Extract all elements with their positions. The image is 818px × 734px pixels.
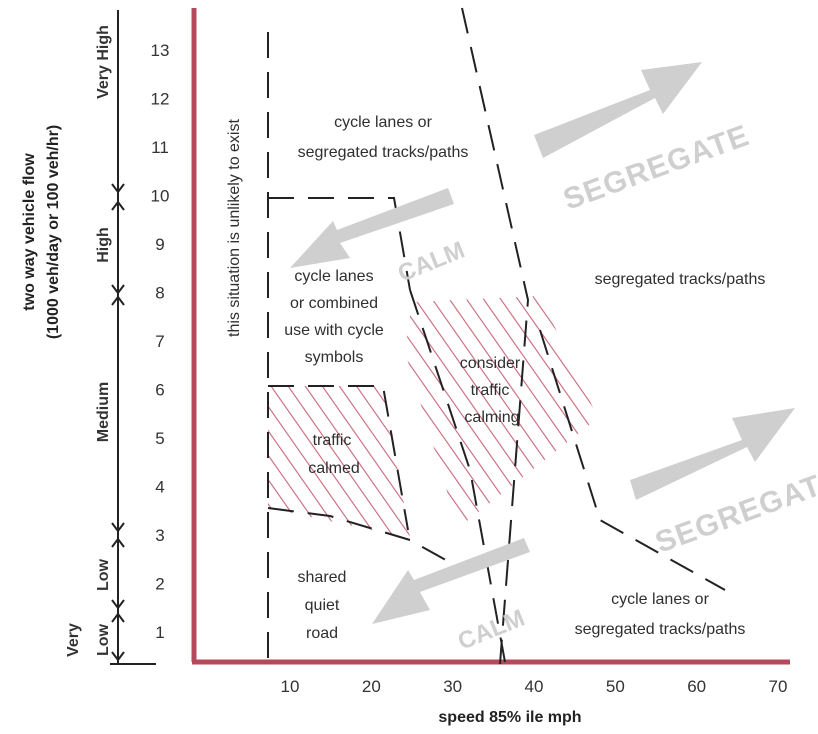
cycle-lanes-top-line2: segregated tracks/paths [298,144,469,161]
shared-road-line3: road [306,625,338,642]
calm-label-lower: CALM [454,605,528,656]
hatch-zone-consider-calming [405,296,598,528]
calm-label-upper: CALM [394,237,468,288]
combined-use-line1: cycle lanes [294,268,373,285]
band-very-high: Very High [95,25,112,99]
band-high: High [95,227,112,263]
combined-use-line4: symbols [305,349,364,366]
consider-calming-line1: consider [460,355,521,372]
combined-use-line3: use with cycle [284,322,384,339]
x-tick-label: 70 [769,677,788,696]
y-tick-label: 2 [155,575,164,594]
cycle-lanes-bottom-line2: segregated tracks/paths [575,621,746,638]
y-tick-label: 7 [155,332,164,351]
y-tick-label: 1 [155,623,164,642]
unlikely-label: this situation is unlikely to exist [226,119,243,337]
x-tick-label: 40 [525,677,544,696]
y-tick-label: 5 [155,429,164,448]
y-tick-label: 3 [155,526,164,545]
band-low: Low [95,558,112,591]
x-tick-label: 10 [281,677,300,696]
band-medium: Medium [95,382,112,442]
y-tick-label: 4 [155,478,164,497]
y-tick-label: 6 [155,381,164,400]
calm-arrow-lower [372,538,530,624]
combined-use-line2: or combined [290,295,378,312]
y-tick-label: 11 [151,138,169,157]
shared-road-line1: shared [298,569,347,586]
band-very-low-line2: Low [95,623,112,656]
y-tick-label: 13 [151,41,170,60]
calm-arrow-upper [290,188,454,268]
x-tick-label: 50 [606,677,625,696]
y-axis-title-line2: (1000 veh/day or 100 veh/hr) [45,125,62,339]
hatch-zone-traffic-calmed [268,386,410,538]
traffic-calmed-line2: calmed [308,460,360,477]
cycle-lanes-bottom-line1: cycle lanes or [611,591,709,608]
segregated-label: segregated tracks/paths [595,271,766,288]
band-very-low-line1: Very [65,623,82,657]
cycle-lanes-top-line1: cycle lanes or [334,114,432,131]
flow-band-bracket [110,10,156,665]
x-axis-title: speed 85% ile mph [438,709,581,726]
y-tick-label: 8 [155,284,164,303]
traffic-calmed-line1: traffic [313,432,352,449]
y-tick-label: 10 [151,187,170,206]
y-tick-label: 12 [151,90,170,109]
y-axis-title: two way vehicle flow (1000 veh/day or 10… [21,125,62,339]
arrows [290,62,795,624]
dashed-boundaries [267,7,726,665]
flow-band-labels: Very High High Medium Low Very Low [65,25,112,657]
y-tick-label: 9 [155,235,164,254]
consider-calming-line2: traffic [471,382,510,399]
shared-road-line2: quiet [305,597,340,614]
axes [191,8,790,665]
x-tick-labels: 10 20 30 40 50 60 70 [281,677,788,696]
segregate-arrow-upper [534,62,702,158]
x-tick-label: 30 [443,677,462,696]
x-tick-label: 20 [362,677,381,696]
segregate-arrow-lower [630,408,795,500]
y-axis-title-line1: two way vehicle flow [21,153,38,311]
x-tick-label: 60 [687,677,706,696]
consider-calming-line3: calming [464,409,519,426]
